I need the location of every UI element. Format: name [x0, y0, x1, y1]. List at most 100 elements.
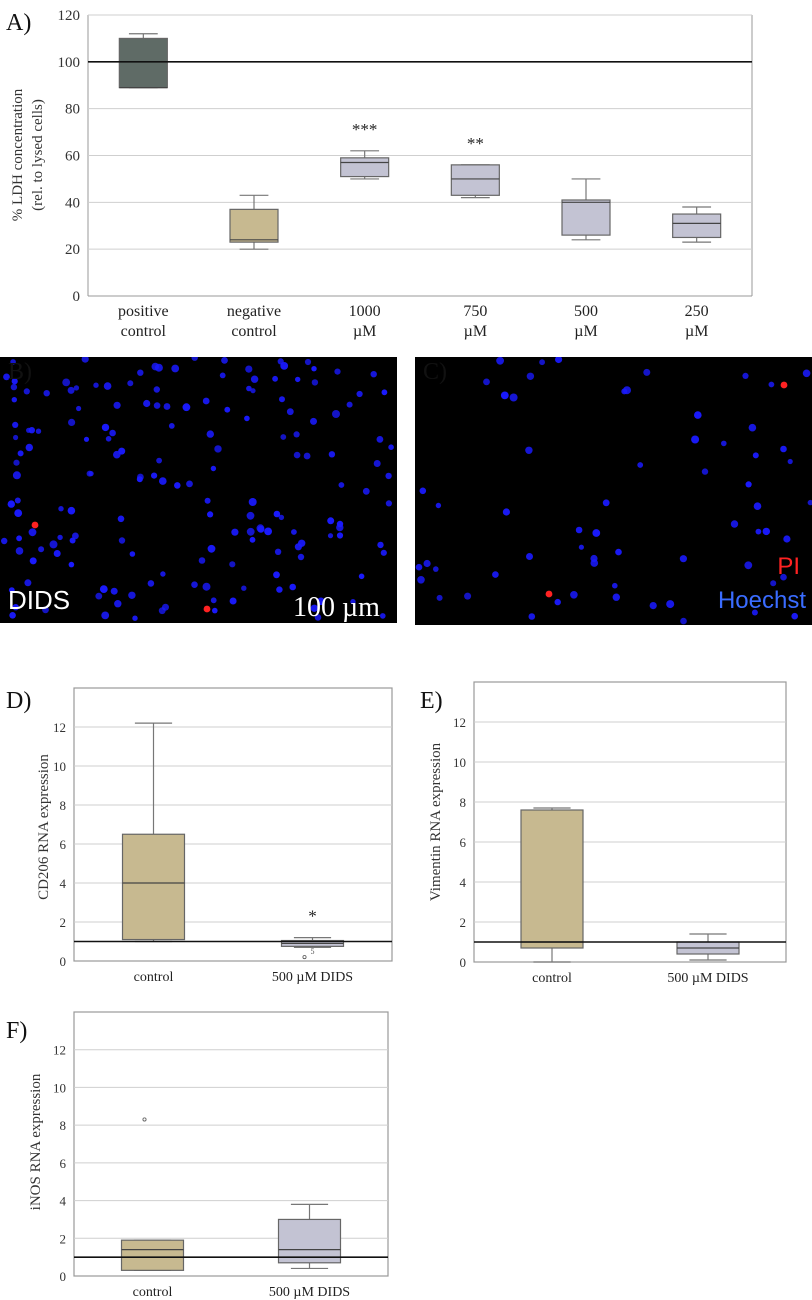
hoechst-nucleus — [9, 612, 16, 619]
hoechst-nucleus — [680, 617, 687, 625]
hoechst-nucleus — [310, 604, 318, 612]
hoechst-nucleus — [802, 369, 811, 378]
hoechst-nucleus — [118, 447, 126, 455]
hoechst-nucleus — [28, 528, 37, 537]
cell-field-dids — [0, 357, 394, 621]
hoechst-nucleus — [304, 358, 312, 366]
hoechst-nucleus — [500, 391, 509, 400]
hoechst-nucleus — [328, 451, 336, 458]
hoechst-nucleus — [376, 436, 384, 443]
x-category-label: µM — [353, 323, 376, 340]
hoechst-nucleus — [137, 369, 144, 376]
hoechst-nucleus — [81, 357, 89, 363]
y-tick-label: 60 — [65, 149, 80, 165]
hoechst-nucleus — [492, 571, 499, 578]
hoechst-nucleus — [83, 436, 90, 442]
hoechst-nucleus — [691, 435, 700, 444]
hoechst-nucleus — [380, 549, 387, 556]
hoechst-nucleus — [43, 390, 50, 397]
hoechst-nucleus — [17, 450, 24, 457]
y-tick-label: 120 — [58, 8, 81, 24]
hoechst-nucleus — [127, 380, 134, 387]
box-iqr — [121, 833, 186, 941]
hoechst-nucleus — [279, 396, 285, 403]
hoechst-nucleus — [649, 602, 657, 610]
hoechst-nucleus — [151, 362, 160, 371]
hoechst-nucleus — [151, 472, 158, 479]
hoechst-nucleus — [385, 472, 392, 480]
hoechst-nucleus — [110, 587, 118, 595]
y-tick-label: 6 — [60, 837, 67, 852]
hoechst-nucleus — [311, 379, 319, 386]
hoechst-nucleus — [12, 471, 21, 480]
hoechst-nucleus — [129, 551, 136, 557]
y-tick-label: 0 — [60, 1269, 67, 1284]
hoechst-nucleus — [435, 502, 442, 509]
hoechst-nucleus — [295, 376, 301, 383]
hoechst-nucleus — [332, 410, 340, 418]
hoechst-nucleus — [256, 524, 265, 533]
y-tick-label: 0 — [73, 289, 81, 305]
significance-label: ** — [467, 134, 484, 153]
y-axis-label: Vimentin RNA expression — [428, 742, 444, 901]
y-tick-label: 12 — [53, 720, 66, 735]
hoechst-nucleus — [219, 372, 226, 379]
vimentin-box-chart: E) 0 2 4 6 8 10 12 Vimentin RNA expression contr… — [420, 681, 787, 986]
hoechst-nucleus — [273, 510, 281, 518]
hoechst-nucleus — [15, 547, 24, 555]
hoechst-nucleus — [67, 386, 75, 394]
hoechst-nucleus — [245, 365, 253, 373]
y-tick-label: 12 — [53, 1043, 66, 1058]
hoechst-nucleus — [311, 366, 317, 372]
hoechst-nucleus — [742, 372, 749, 379]
hoechst-nucleus — [163, 403, 171, 410]
hoechst-nucleus — [244, 415, 250, 422]
hoechst-nucleus — [99, 585, 108, 593]
y-tick-label: 2 — [60, 1231, 67, 1246]
hoechst-nucleus — [11, 378, 18, 385]
hoechst-nucleus — [207, 544, 216, 553]
x-category-label: 500 µM DIDS — [667, 971, 748, 986]
hoechst-nucleus — [755, 528, 762, 535]
hoechst-nucleus — [276, 586, 283, 593]
hoechst-nucleus — [202, 397, 210, 405]
hoechst-nucleus — [248, 498, 257, 506]
outlier-point — [142, 1117, 147, 1122]
y-axis-label: iNOS RNA expression — [28, 1073, 44, 1210]
hoechst-nucleus — [612, 582, 618, 589]
hoechst-nucleus — [246, 385, 252, 392]
inos-box-chart: F) 0 2 4 6 8 10 12 iNOS RNA expression control 50… — [6, 1011, 389, 1300]
hoechst-nucleus — [168, 423, 175, 429]
y-tick-label: 10 — [53, 759, 66, 774]
hoechst-nucleus — [350, 599, 356, 605]
scale-bar-text: 100 µm — [293, 592, 380, 623]
hoechst-nucleus — [10, 359, 16, 365]
hoechst-nucleus — [373, 460, 381, 467]
micrograph-dids: B) DIDS — [0, 357, 397, 623]
y-tick-label: 2 — [460, 915, 467, 930]
hoechst-nucleus — [93, 382, 99, 388]
hoechst-nucleus — [385, 500, 392, 507]
x-category-label: control — [134, 970, 174, 985]
hoechst-nucleus — [748, 423, 757, 432]
pi-nucleus — [31, 521, 39, 529]
hoechst-nucleus — [602, 499, 610, 507]
hoechst-nucleus — [721, 440, 727, 447]
y-tick-label: 8 — [460, 795, 467, 810]
pi-nucleus — [203, 605, 211, 613]
hoechst-nucleus — [95, 592, 103, 600]
hoechst-nucleus — [570, 591, 578, 599]
ldh-box-chart: A) 0 20 40 60 80 100 120 % LDH concentration (re… — [6, 8, 753, 340]
hoechst-nucleus — [381, 389, 388, 396]
hoechst-nucleus — [780, 573, 787, 581]
hoechst-nucleus — [210, 597, 217, 604]
hoechst-nucleus — [744, 561, 753, 570]
hoechst-nucleus — [191, 581, 198, 588]
hoechst-nucleus — [297, 553, 305, 561]
x-category-label: 750 — [463, 303, 487, 320]
plot-frame — [73, 1011, 389, 1277]
y-tick-label: 20 — [65, 242, 80, 258]
y-tick-label: 6 — [460, 835, 467, 850]
hoechst-nucleus — [24, 579, 32, 587]
hoechst-nucleus — [249, 536, 256, 543]
